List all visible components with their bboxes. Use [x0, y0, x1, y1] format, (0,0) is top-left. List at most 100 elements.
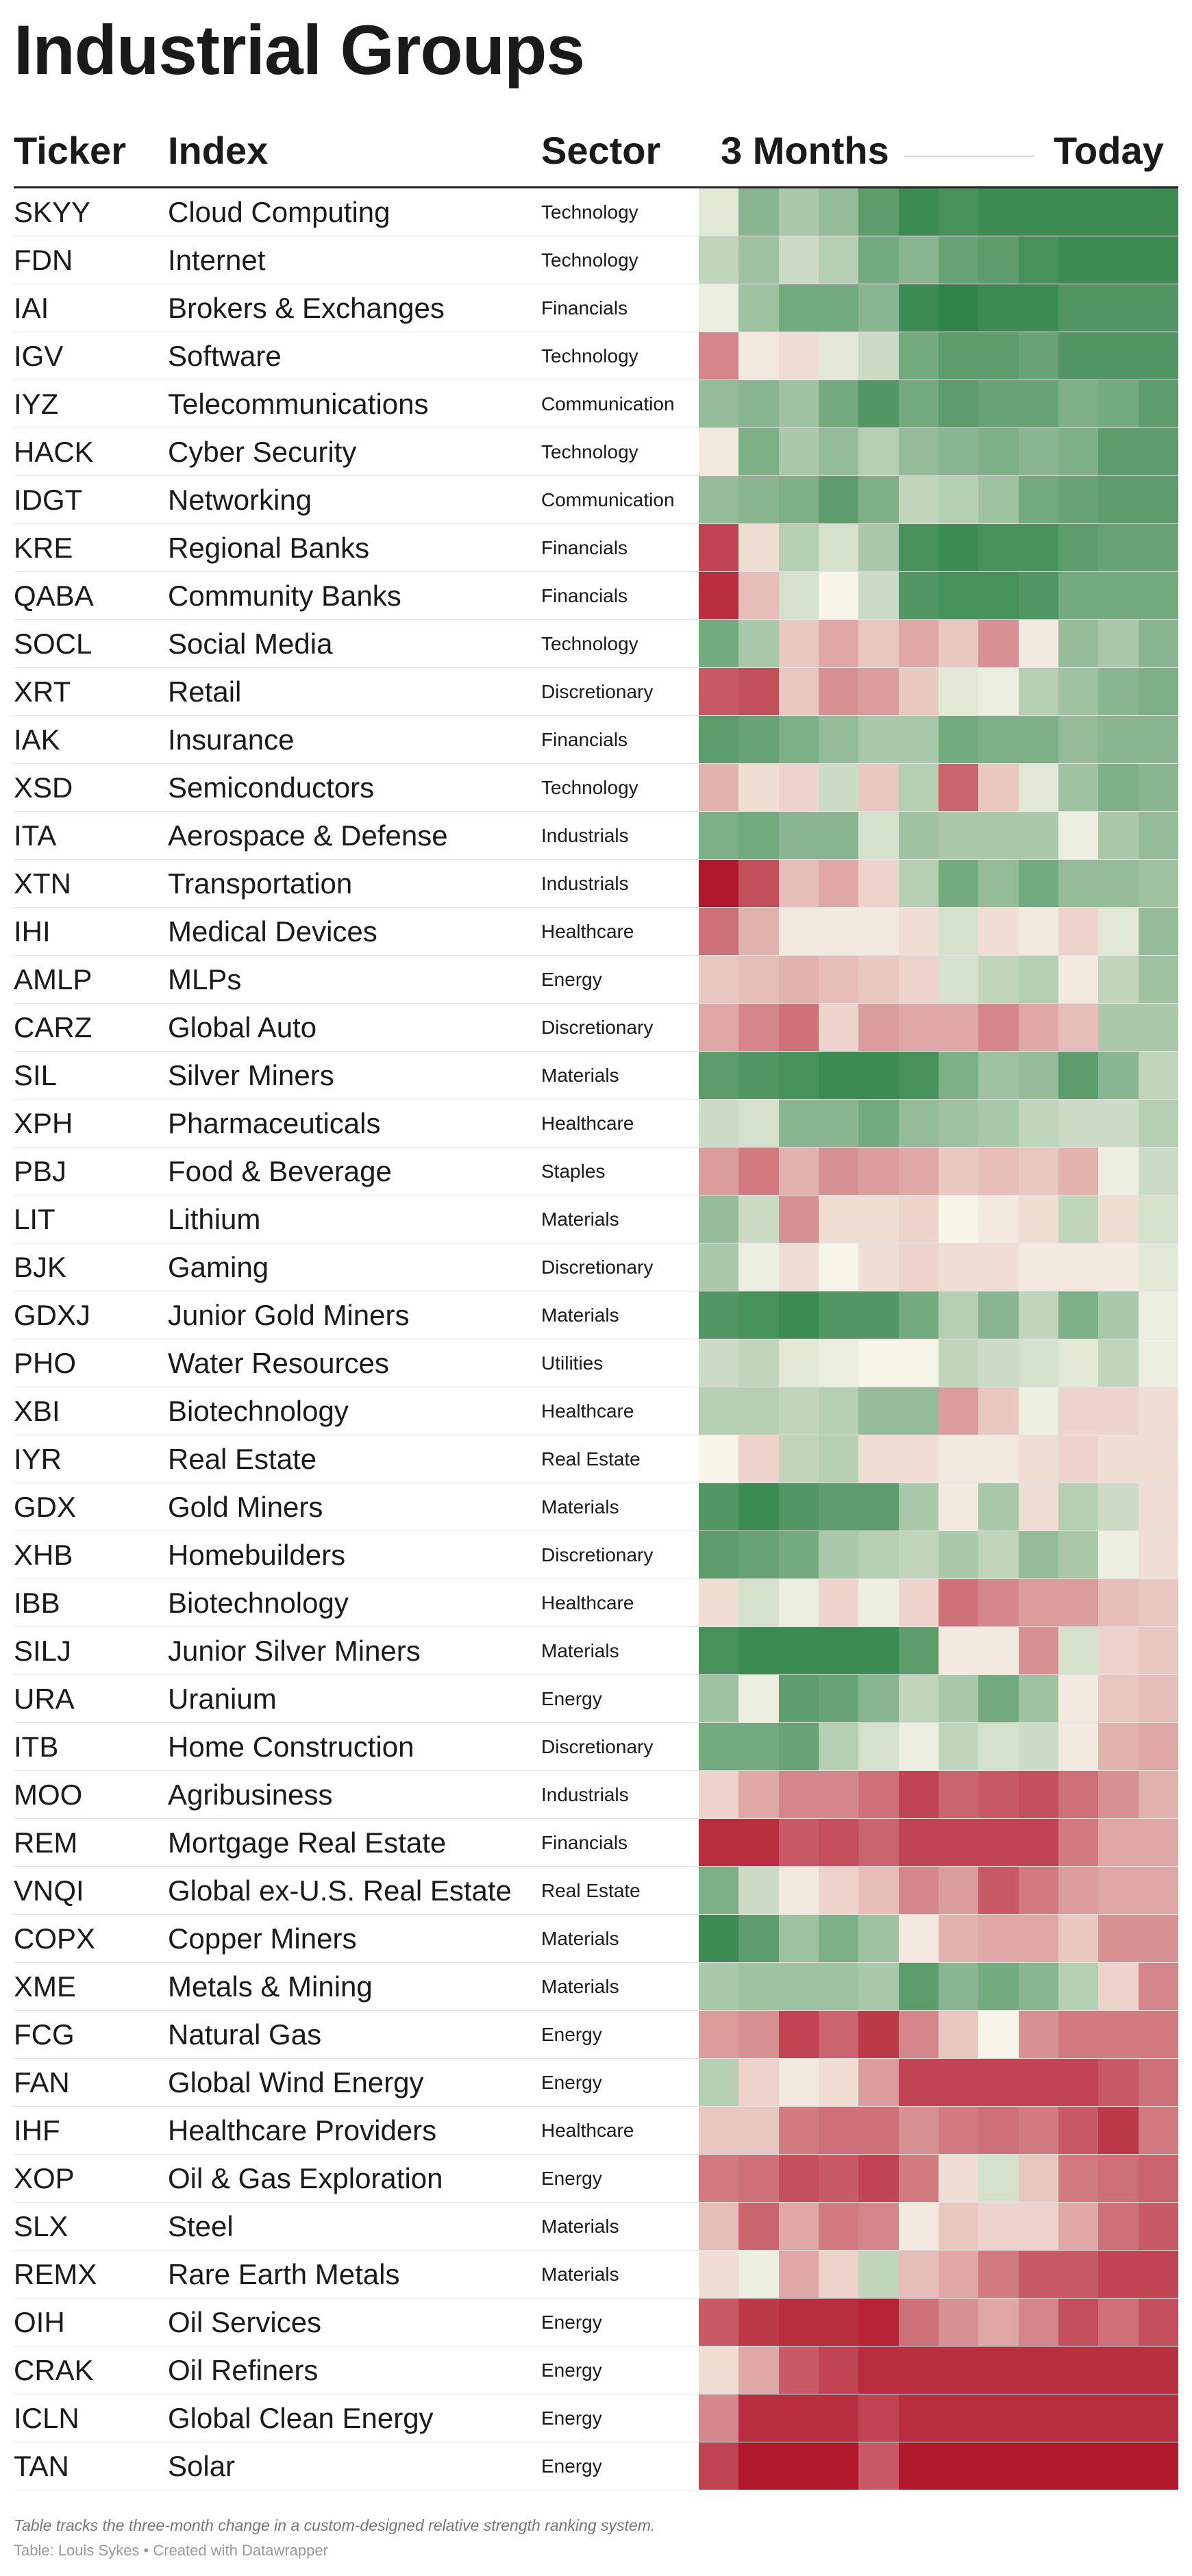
- heatmap-cell: [898, 524, 939, 572]
- heatmap-cell: [1098, 2059, 1139, 2107]
- heatmap-cell: [1138, 332, 1178, 380]
- table-row: ITA Aerospace & Defense Industrials: [0, 812, 1192, 860]
- sector-cell: Communication: [541, 393, 675, 414]
- heatmap-cell: [818, 1531, 859, 1579]
- index-cell: Internet: [168, 244, 266, 276]
- heatmap-cell: [1018, 1339, 1058, 1387]
- ticker-cell: AMLP: [14, 963, 92, 995]
- index-cell: Mortgage Real Estate: [168, 1826, 447, 1859]
- heatmap-cell: [858, 1483, 899, 1531]
- heatmap-cell: [1018, 284, 1058, 332]
- index-cell: Homebuilders: [168, 1539, 346, 1571]
- sector-cell: Technology: [541, 777, 638, 798]
- heatmap-cell: [818, 956, 859, 1004]
- sector-cell: Materials: [541, 2216, 619, 2237]
- heatmap-cell: [898, 2394, 939, 2442]
- heatmap-cell: [818, 1387, 859, 1435]
- heatmap-cell: [858, 1771, 899, 1819]
- heatmap-cell: [778, 2442, 819, 2490]
- heatmap-cell: [978, 2442, 1019, 2490]
- heatmap-cell: [1058, 860, 1099, 908]
- index-cell: Medical Devices: [168, 915, 377, 948]
- heatmap-strip: [699, 2011, 1178, 2059]
- heatmap-cell: [738, 380, 779, 428]
- heatmap-cell: [699, 1819, 739, 1867]
- heatmap-cell: [738, 2394, 779, 2442]
- heatmap-cell: [898, 1675, 939, 1723]
- heatmap-cell: [1098, 2155, 1139, 2203]
- heatmap-cell: [1018, 1627, 1058, 1675]
- heatmap-cell: [858, 1004, 899, 1052]
- heatmap-cell: [818, 2107, 859, 2155]
- sector-cell: Real Estate: [541, 1880, 641, 1901]
- table-row: COPX Copper Miners Materials: [0, 1915, 1192, 1963]
- heatmap-cell: [1138, 1004, 1178, 1052]
- index-cell: Brokers & Exchanges: [168, 292, 445, 324]
- heatmap-cell: [778, 1771, 819, 1819]
- heatmap-cell: [898, 764, 939, 812]
- heatmap-cell: [938, 1867, 979, 1915]
- heatmap-cell: [699, 1723, 739, 1771]
- heatmap-cell: [938, 524, 979, 572]
- heatmap-cell: [938, 908, 979, 956]
- heatmap-strip: [699, 1243, 1178, 1291]
- heatmap-cell: [778, 1963, 819, 2011]
- heatmap-cell: [699, 1148, 739, 1196]
- heatmap-cell: [898, 1867, 939, 1915]
- sector-cell: Energy: [541, 2072, 602, 2093]
- heatmap-cell: [738, 620, 779, 668]
- ticker-cell: VNQI: [14, 1874, 84, 1907]
- heatmap-cell: [818, 188, 859, 236]
- heatmap-cell: [738, 236, 779, 284]
- heatmap-cell: [699, 2251, 739, 2299]
- heatmap-cell: [1018, 716, 1058, 764]
- heatmap-cell: [938, 1627, 979, 1675]
- heatmap-cell: [699, 2203, 739, 2251]
- heatmap-cell: [1058, 1675, 1099, 1723]
- sector-cell: Energy: [541, 2024, 602, 2045]
- index-cell: Solar: [168, 2450, 236, 2482]
- heatmap-cell: [1138, 1915, 1178, 1963]
- heatmap-cell: [978, 620, 1019, 668]
- heatmap-cell: [898, 428, 939, 476]
- index-cell: MLPs: [168, 963, 242, 995]
- heatmap-strip: [699, 380, 1178, 428]
- heatmap-cell: [898, 236, 939, 284]
- heatmap-cell: [978, 1387, 1019, 1435]
- heatmap-cell: [1018, 2059, 1058, 2107]
- heatmap-cell: [978, 1148, 1019, 1196]
- heatmap-cell: [699, 812, 739, 860]
- heatmap-cell: [738, 1723, 779, 1771]
- heatmap-strip: [699, 476, 1178, 524]
- heatmap-cell: [818, 1675, 859, 1723]
- heatmap-cell: [1018, 1675, 1058, 1723]
- heatmap-cell: [818, 1867, 859, 1915]
- heatmap-cell: [858, 716, 899, 764]
- sector-cell: Healthcare: [541, 1592, 634, 1613]
- heatmap-cell: [1058, 236, 1099, 284]
- heatmap-strip: [699, 1004, 1178, 1052]
- index-cell: Oil & Gas Exploration: [168, 2162, 443, 2194]
- heatmap-cell: [858, 1627, 899, 1675]
- heatmap-strip: [699, 1339, 1178, 1387]
- heatmap-cell: [699, 2442, 739, 2490]
- sector-cell: Materials: [541, 1640, 619, 1661]
- index-cell: Junior Silver Miners: [168, 1635, 421, 1667]
- heatmap-cell: [1018, 2011, 1058, 2059]
- heatmap-cell: [938, 2011, 979, 2059]
- heatmap-cell: [1018, 1100, 1058, 1148]
- heatmap-cell: [858, 332, 899, 380]
- header-rule: [14, 186, 1178, 188]
- heatmap-cell: [699, 1339, 739, 1387]
- heatmap-cell: [938, 380, 979, 428]
- table-row: XHB Homebuilders Discretionary: [0, 1531, 1192, 1579]
- heatmap-cell: [978, 2299, 1019, 2346]
- heatmap-cell: [1138, 716, 1178, 764]
- heatmap-cell: [818, 2059, 859, 2107]
- heatmap-cell: [1058, 2299, 1099, 2346]
- ticker-cell: GDX: [14, 1491, 77, 1523]
- ticker-cell: XSD: [14, 771, 73, 804]
- heatmap-cell: [1018, 1819, 1058, 1867]
- heatmap-cell: [1098, 716, 1139, 764]
- table-row: SILJ Junior Silver Miners Materials: [0, 1627, 1192, 1675]
